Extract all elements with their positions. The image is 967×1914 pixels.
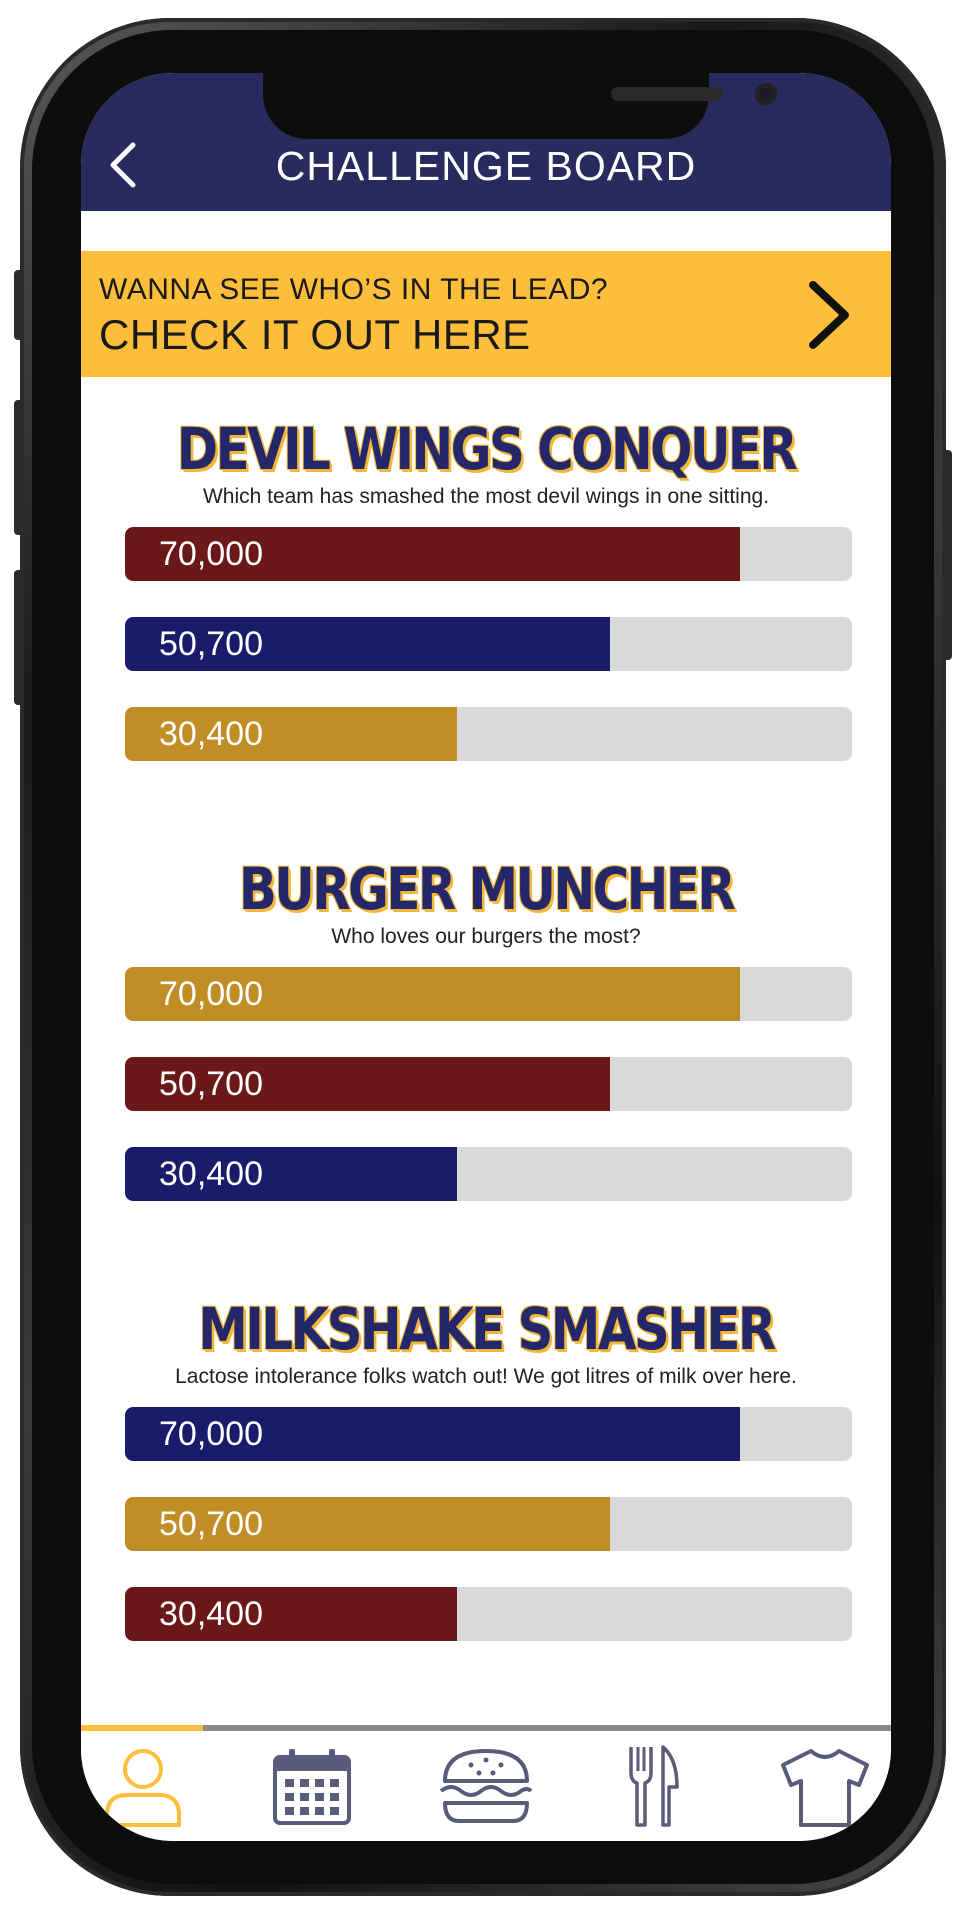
app-header: CHALLENGE BOARD bbox=[81, 73, 891, 211]
back-button[interactable] bbox=[99, 137, 147, 193]
challenge-list: DEVIL WINGS CONQUER Which team has smash… bbox=[81, 377, 891, 1725]
volume-down-button bbox=[14, 570, 24, 705]
team-bar: 30,400 bbox=[125, 707, 852, 761]
team-bar-fill bbox=[125, 617, 610, 671]
calendar-icon bbox=[273, 1749, 351, 1825]
tab-menu-burgers[interactable] bbox=[433, 1743, 539, 1829]
speaker-grille bbox=[611, 87, 723, 101]
challenge-description: Who loves our burgers the most? bbox=[331, 925, 641, 948]
team-bar-fill bbox=[125, 1497, 610, 1551]
team-bar: 30,400 bbox=[125, 1147, 852, 1201]
tab-profile[interactable] bbox=[93, 1743, 193, 1829]
front-camera bbox=[755, 83, 777, 105]
team-score: 50,700 bbox=[159, 1065, 263, 1103]
challenge-title: DEVIL WINGS CONQUER bbox=[176, 415, 798, 483]
team-bar-fill bbox=[125, 1407, 741, 1461]
phone-notch bbox=[263, 73, 777, 139]
team-bar-fill bbox=[125, 1147, 458, 1201]
team-bar-fill bbox=[125, 707, 458, 761]
team-bar-fill bbox=[125, 1057, 610, 1111]
team-score: 30,400 bbox=[159, 1595, 263, 1633]
team-score: 70,000 bbox=[159, 1415, 263, 1453]
chevron-left-icon bbox=[110, 142, 136, 188]
team-bar: 50,700 bbox=[125, 1497, 852, 1551]
team-bar-fill bbox=[125, 1587, 458, 1641]
volume-up-button bbox=[14, 400, 24, 535]
user-icon bbox=[105, 1749, 181, 1827]
team-bar: 50,700 bbox=[125, 1057, 852, 1111]
tab-food[interactable] bbox=[601, 1743, 701, 1829]
team-bar-fill bbox=[125, 527, 741, 581]
team-score: 50,700 bbox=[159, 1505, 263, 1543]
team-score: 30,400 bbox=[159, 1155, 263, 1193]
tshirt-icon bbox=[781, 1749, 869, 1827]
burger-icon bbox=[439, 1749, 533, 1823]
team-bar: 70,000 bbox=[125, 1407, 852, 1461]
team-score: 70,000 bbox=[159, 975, 263, 1013]
tab-calendar[interactable] bbox=[261, 1743, 361, 1829]
challenge-title: BURGER MUNCHER bbox=[238, 855, 736, 923]
challenge-milkshake-smasher: MILKSHAKE SMASHER Lactose intolerance fo… bbox=[81, 1257, 891, 1677]
challenge-title: MILKSHAKE SMASHER bbox=[198, 1295, 776, 1363]
tab-merch[interactable] bbox=[775, 1743, 875, 1829]
banner-cta: CHECK IT OUT HERE bbox=[99, 311, 531, 358]
team-score: 70,000 bbox=[159, 535, 263, 573]
bottom-tab-bar bbox=[81, 1725, 891, 1841]
page-title: CHALLENGE BOARD bbox=[275, 143, 697, 189]
team-bar-fill bbox=[125, 967, 741, 1021]
team-score: 30,400 bbox=[159, 715, 263, 753]
fork-knife-icon bbox=[629, 1745, 679, 1827]
team-bar: 30,400 bbox=[125, 1587, 852, 1641]
challenge-description: Lactose intolerance folks watch out! We … bbox=[175, 1365, 797, 1388]
active-tab-indicator bbox=[81, 1725, 203, 1731]
tab-divider bbox=[81, 1725, 891, 1731]
app-screen: CHALLENGE BOARD WANNA SEE WHO’S IN THE L… bbox=[81, 73, 891, 1841]
team-bar: 70,000 bbox=[125, 967, 852, 1021]
chevron-right-icon bbox=[809, 281, 849, 349]
silent-switch bbox=[14, 270, 24, 340]
team-bar: 70,000 bbox=[125, 527, 852, 581]
team-score: 50,700 bbox=[159, 625, 263, 663]
banner-headline: WANNA SEE WHO’S IN THE LEAD? bbox=[99, 273, 609, 306]
challenge-burger-muncher: BURGER MUNCHER Who loves our burgers the… bbox=[81, 817, 891, 1201]
challenge-description: Which team has smashed the most devil wi… bbox=[202, 485, 770, 508]
leaderboard-banner[interactable]: WANNA SEE WHO’S IN THE LEAD? CHECK IT OU… bbox=[81, 251, 891, 377]
power-button bbox=[942, 450, 952, 660]
team-bar: 50,700 bbox=[125, 617, 852, 671]
challenge-devil-wings: DEVIL WINGS CONQUER Which team has smash… bbox=[81, 377, 891, 761]
